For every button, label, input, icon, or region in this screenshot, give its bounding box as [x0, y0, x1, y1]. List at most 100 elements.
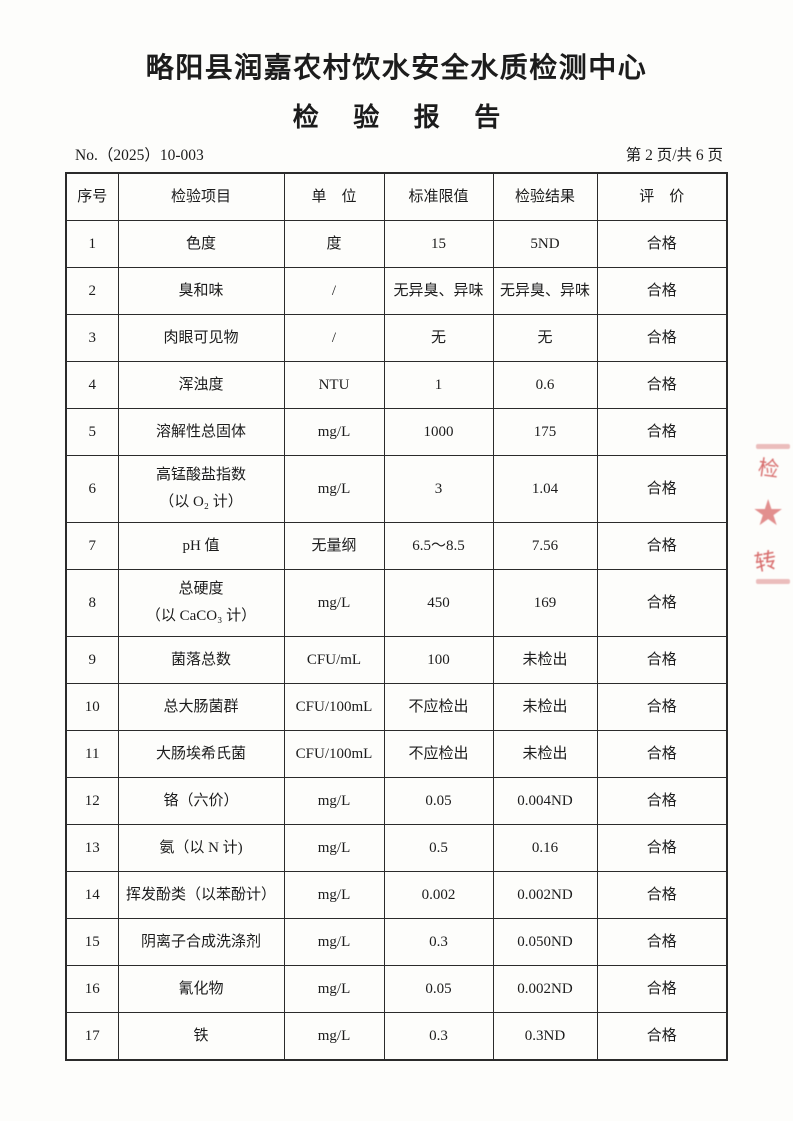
report-title: 检 验 报 告: [292, 103, 515, 132]
cell-limit: 6.5～8.5: [383, 522, 494, 570]
cell-no: 12: [65, 777, 119, 825]
cell-evaluation: 合格: [596, 267, 728, 315]
seal-character-bottom: 转: [752, 547, 779, 576]
col-header-unit: 单 位: [283, 172, 385, 221]
col-header-result: 检验结果: [492, 172, 598, 221]
table-row: 17 铁 mg/L 0.3 0.3ND 合格: [65, 1012, 728, 1061]
cell-evaluation: 合格: [596, 777, 728, 825]
cell-unit: mg/L: [283, 408, 385, 456]
cell-evaluation: 合格: [596, 1012, 728, 1061]
cell-evaluation: 合格: [596, 569, 728, 637]
seal-text-fragment-top: [756, 444, 790, 449]
cell-evaluation: 合格: [596, 455, 728, 523]
cell-evaluation: 合格: [596, 824, 728, 872]
cell-limit: 1000: [383, 408, 494, 456]
seal-star-icon: ★: [752, 493, 785, 533]
table-row: 15 阴离子合成洗涤剂 mg/L 0.3 0.050ND 合格: [65, 918, 728, 966]
cell-no: 8: [65, 569, 119, 637]
cell-limit: 无: [383, 314, 494, 362]
cell-evaluation: 合格: [596, 871, 728, 919]
cell-result: 0.16: [492, 824, 598, 872]
table-row: 14 挥发酚类（以苯酚计） mg/L 0.002 0.002ND 合格: [65, 871, 728, 919]
cell-no: 6: [65, 455, 119, 523]
cell-item: 氨（以 N 计): [117, 824, 285, 872]
cell-unit: /: [283, 267, 385, 315]
table-row: 3 肉眼可见物 / 无无合格: [65, 314, 728, 362]
cell-unit: NTU: [283, 361, 385, 409]
cell-unit: 度: [283, 220, 385, 268]
cell-item: 菌落总数: [117, 636, 285, 684]
table-row: 4 浑浊度 NTU 1 0.6 合格: [65, 361, 728, 409]
cell-unit: CFU/mL: [283, 636, 385, 684]
cell-limit: 0.3: [383, 918, 494, 966]
cell-evaluation: 合格: [596, 918, 728, 966]
cell-limit: 3: [383, 455, 494, 523]
table-row: 12 铬（六价） mg/L 0.05 0.004ND 合格: [65, 777, 728, 825]
cell-no: 9: [65, 636, 119, 684]
cell-result: 1.04: [492, 455, 598, 523]
cell-unit: mg/L: [283, 965, 385, 1013]
cell-item: 肉眼可见物: [117, 314, 285, 362]
seal-character-top: 检: [756, 455, 781, 483]
cell-item: 挥发酚类（以苯酚计）: [117, 871, 285, 919]
cell-result: 未检出: [492, 730, 598, 778]
table-row: 6 高锰酸盐指数 （以 O₂ 计） mg/L 3 1.04 合格: [65, 455, 728, 523]
cell-item: pH 值: [117, 522, 285, 570]
cell-limit: 15: [383, 220, 494, 268]
cell-result: 0.3ND: [492, 1012, 598, 1061]
cell-limit: 0.5: [383, 824, 494, 872]
cell-limit: 450: [383, 569, 494, 637]
cell-result: 无异臭、异味: [492, 267, 598, 315]
cell-result: 0.002ND: [492, 965, 598, 1013]
cell-item: 总硬度 （以 CaCO₃ 计）: [117, 569, 285, 637]
cell-limit: 不应检出: [383, 683, 494, 731]
cell-item: 高锰酸盐指数 （以 O₂ 计）: [117, 455, 285, 523]
cell-item: 阴离子合成洗涤剂: [117, 918, 285, 966]
official-seal-stamp: 检 ★ 转: [752, 444, 793, 584]
cell-item: 氰化物: [117, 965, 285, 1013]
cell-result: 0.004ND: [492, 777, 598, 825]
table-row: 2 臭和味 / 无异臭、异味 无异臭、异味 合格: [65, 267, 728, 315]
table-row: 8 总硬度 （以 CaCO₃ 计） mg/L 450 169 合格: [65, 569, 728, 637]
cell-result: 未检出: [492, 636, 598, 684]
cell-result: 175: [492, 408, 598, 456]
table-row: 11 大肠埃希氏菌 CFU/100mL 不应检出 未检出 合格: [65, 730, 728, 778]
cell-evaluation: 合格: [596, 220, 728, 268]
cell-no: 11: [65, 730, 119, 778]
cell-no: 4: [65, 361, 119, 409]
cell-no: 3: [65, 314, 119, 362]
report-number: No.（2025）10-003: [75, 147, 204, 164]
cell-item: 色度: [117, 220, 285, 268]
table-row: 1 色度度 15 5ND 合格: [65, 220, 728, 268]
cell-unit: mg/L: [283, 871, 385, 919]
cell-evaluation: 合格: [596, 522, 728, 570]
cell-item: 铬（六价）: [117, 777, 285, 825]
cell-no: 13: [65, 824, 119, 872]
col-header-limit: 标准限值: [383, 172, 494, 221]
table-row: 16 氰化物 mg/L 0.05 0.002ND 合格: [65, 965, 728, 1013]
cell-evaluation: 合格: [596, 683, 728, 731]
cell-evaluation: 合格: [596, 408, 728, 456]
cell-item: 大肠埃希氏菌: [117, 730, 285, 778]
cell-unit: mg/L: [283, 918, 385, 966]
cell-unit: mg/L: [283, 455, 385, 523]
cell-unit: /: [283, 314, 385, 362]
table-row: 9 菌落总数 CFU/mL 100 未检出 合格: [65, 636, 728, 684]
table-row: 5 溶解性总固体 mg/L 1000 175 合格: [65, 408, 728, 456]
cell-limit: 0.3: [383, 1012, 494, 1061]
table-header-row: 序号 检验项目 单 位 标准限值 检验结果 评 价: [65, 172, 728, 221]
cell-unit: CFU/100mL: [283, 730, 385, 778]
cell-evaluation: 合格: [596, 314, 728, 362]
table-row: 10 总大肠菌群 CFU/100mL 不应检出 未检出 合格: [65, 683, 728, 731]
cell-item: 浑浊度: [117, 361, 285, 409]
page-indicator: 第 2 页/共 6 页: [625, 147, 723, 164]
cell-result: 0.050ND: [492, 918, 598, 966]
col-header-no: 序号: [65, 172, 119, 221]
results-table: 序号 检验项目 单 位 标准限值 检验结果 评 价 1 色度度 15 5ND 合格 2 臭和…: [65, 172, 728, 1061]
org-name-title: 略阳县润嘉农村饮水安全水质检测中心: [145, 53, 648, 84]
cell-no: 17: [65, 1012, 119, 1061]
cell-no: 7: [65, 522, 119, 570]
cell-limit: 0.002: [383, 871, 494, 919]
cell-result: 无: [492, 314, 598, 362]
